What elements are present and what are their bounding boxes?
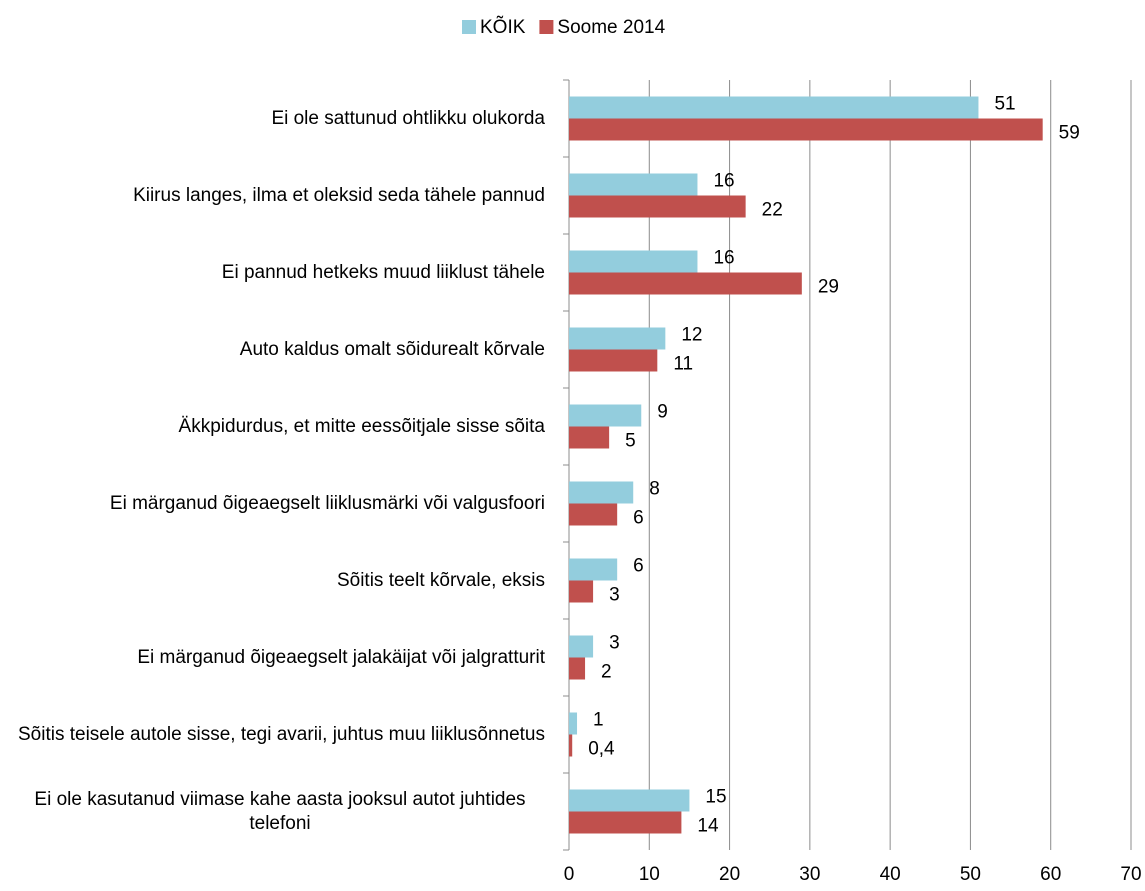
category-text: Ei ole sattunud ohtlikku olukorda [271, 107, 545, 129]
x-tick-label: 70 [1120, 864, 1141, 885]
value-label: 11 [673, 354, 693, 375]
x-tick-label: 20 [719, 864, 740, 885]
category-label: Ei märganud õigeaegselt jalakäijat või j… [5, 619, 545, 696]
bar [569, 173, 698, 196]
value-label: 3 [609, 633, 620, 654]
category-text: Ei märganud õigeaegselt liiklusmärki või… [109, 492, 545, 514]
category-label: Ei ole kasutanud viimase kahe aasta jook… [5, 773, 545, 850]
bar [569, 558, 618, 581]
category-label: Kiirus langes, ilma et oleksid seda tähe… [5, 157, 545, 234]
value-label: 14 [697, 816, 719, 837]
value-label: 51 [994, 94, 1015, 115]
bar [569, 657, 586, 680]
x-tick-label: 0 [564, 864, 575, 885]
bar [569, 349, 658, 372]
bar [569, 503, 618, 526]
value-label: 22 [762, 200, 783, 221]
legend-swatch [462, 20, 476, 34]
value-label: 16 [713, 248, 734, 269]
bar [569, 118, 1043, 141]
category-label: Sõitis teisele autole sisse, tegi avarii… [5, 696, 545, 773]
bar [569, 580, 594, 603]
category-text: Ei märganud õigeaegselt jalakäijat või j… [137, 646, 545, 668]
value-label: 6 [633, 556, 644, 577]
value-label: 1 [593, 710, 604, 731]
category-label: Ei ole sattunud ohtlikku olukorda [5, 80, 545, 157]
bar [569, 811, 682, 834]
value-label: 3 [609, 585, 620, 606]
category-text: Sõitis teelt kõrvale, eksis [336, 569, 545, 591]
x-tick-label: 30 [799, 864, 820, 885]
legend-label: KÕIK [480, 16, 526, 38]
value-label: 12 [681, 325, 702, 346]
value-label: 2 [601, 662, 612, 683]
x-tick-label: 10 [639, 864, 660, 885]
value-label: 0,4 [588, 739, 615, 760]
bar [569, 635, 594, 658]
category-text: Sõitis teisele autole sisse, tegi avarii… [18, 723, 545, 745]
category-text: Äkkpidurdus, et mitte eessõitjale sisse … [178, 415, 545, 437]
x-tick-label: 50 [960, 864, 981, 885]
category-label: Auto kaldus omalt sõidurealt kõrvale [5, 311, 545, 388]
category-label: Äkkpidurdus, et mitte eessõitjale sisse … [5, 388, 545, 465]
category-text: Kiirus langes, ilma et oleksid seda tähe… [133, 184, 545, 206]
x-tick-label: 60 [1040, 864, 1061, 885]
category-text: Ei pannud hetkeks muud liiklust tähele [221, 261, 545, 283]
value-label: 9 [657, 402, 668, 423]
bar [569, 327, 666, 350]
value-label: 15 [705, 787, 726, 808]
category-label: Ei pannud hetkeks muud liiklust tähele [5, 234, 545, 311]
bar [569, 250, 698, 273]
bar [569, 272, 802, 295]
bar [569, 96, 979, 119]
bar [569, 481, 634, 504]
bar [569, 426, 610, 449]
x-tick-label: 40 [880, 864, 901, 885]
value-label: 16 [713, 171, 734, 192]
bar [569, 789, 690, 812]
category-text: Ei ole kasutanud viimase kahe aasta jook… [34, 788, 526, 834]
value-label: 5 [625, 431, 636, 452]
value-label: 6 [633, 508, 644, 529]
category-label: Sõitis teelt kõrvale, eksis [5, 542, 545, 619]
value-label: 8 [649, 479, 660, 500]
bar [569, 734, 573, 757]
legend-swatch [539, 20, 554, 34]
bar [569, 712, 578, 735]
bar [569, 404, 642, 427]
category-text: Auto kaldus omalt sõidurealt kõrvale [239, 338, 545, 360]
legend-label: Soome 2014 [557, 17, 665, 38]
bar [569, 195, 746, 218]
value-label: 29 [818, 277, 839, 298]
category-label: Ei märganud õigeaegselt liiklusmärki või… [5, 465, 545, 542]
value-label: 59 [1059, 123, 1080, 144]
